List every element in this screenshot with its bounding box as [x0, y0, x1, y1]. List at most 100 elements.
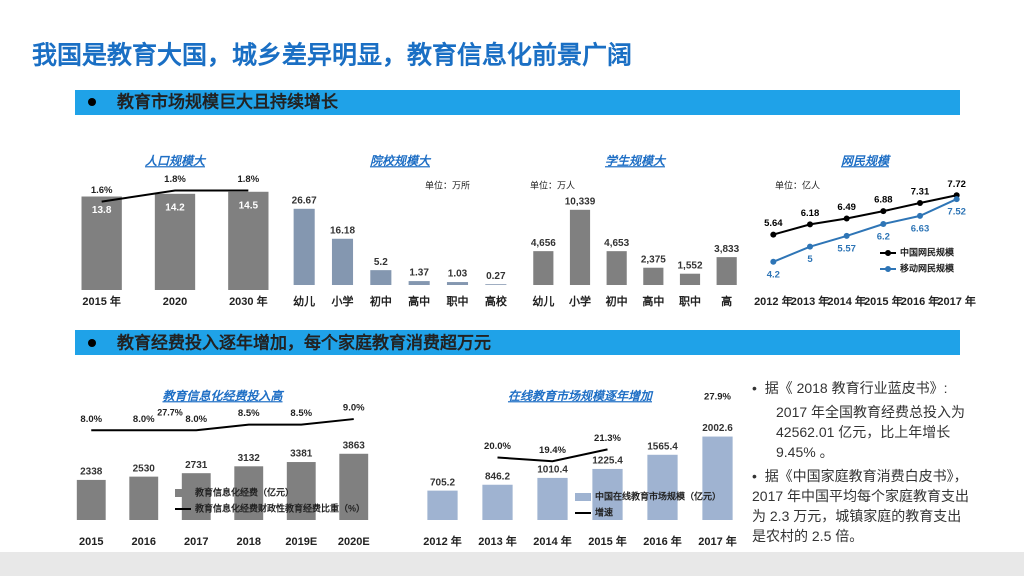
section-heading: 教育经费投入逐年增加，每个家庭教育消费超万元: [116, 332, 491, 352]
footer-band: [0, 552, 1024, 576]
value-label: 8.0%: [185, 414, 207, 425]
value-label: 14.2: [165, 202, 185, 213]
x-tick-label: 初中: [606, 294, 628, 308]
bullet-dot: [88, 339, 96, 347]
bar: [606, 251, 627, 285]
bar: [537, 477, 568, 520]
annotation: 27.7%: [157, 407, 183, 417]
x-tick-label: 初中: [370, 294, 392, 308]
x-tick-label: 2030 年: [229, 294, 268, 308]
line-point: [843, 215, 850, 222]
line-series: [101, 189, 249, 203]
line-point: [843, 232, 850, 239]
value-label: 19.4%: [539, 445, 566, 456]
value-label: 1.03: [448, 269, 468, 280]
bullet-text: 据《中国家庭教育消费白皮书》，2017 年中国平均每个家庭教育支出为 2.3 万…: [752, 468, 970, 544]
legend-label: 教育信息化经费（亿元）: [194, 486, 294, 497]
value-label: 21.3%: [594, 433, 621, 444]
line-series: [772, 198, 958, 263]
bar: [234, 466, 264, 520]
x-tick-label: 2017 年: [698, 534, 737, 548]
x-tick-label: 高: [721, 294, 732, 308]
legend-label: 中国网民规模: [900, 246, 955, 257]
x-tick-label: 2018: [237, 536, 261, 548]
bar: [331, 238, 354, 285]
x-tick-label: 小学: [331, 294, 354, 308]
legend-label: 教育信息化经费财政性教育经费比重（%）: [194, 502, 365, 513]
bar: [228, 191, 269, 290]
x-tick-label: 2014 年: [827, 294, 866, 308]
x-tick-label: 职中: [447, 294, 469, 308]
x-tick-label: 2016: [132, 536, 156, 548]
x-tick-label: 2017: [184, 536, 208, 548]
x-tick-label: 2016 年: [643, 534, 682, 548]
line-point: [807, 243, 813, 250]
chart-title: 网民规模: [841, 154, 891, 168]
value-label: 16.18: [330, 225, 355, 236]
value-label: 846.2: [485, 471, 510, 482]
bar: [286, 462, 316, 520]
legend-swatch: [885, 250, 891, 256]
x-tick-label: 2015 年: [588, 534, 627, 548]
x-tick-label: 2013 年: [791, 294, 830, 308]
value-label: 5.2: [374, 257, 388, 268]
line-point: [770, 231, 777, 238]
bar: [716, 257, 737, 285]
legend-swatch: [885, 266, 891, 272]
section-heading: 教育市场规模巨大且持续增长: [116, 91, 339, 111]
x-tick-label: 2012 年: [754, 294, 793, 308]
bar: [533, 251, 554, 285]
value-label: 5.64: [764, 218, 783, 229]
value-label: 2731: [185, 460, 208, 471]
x-tick-label: 2019E: [285, 536, 317, 548]
x-tick-label: 幼儿: [293, 294, 315, 308]
x-tick-label: 2016 年: [901, 294, 940, 308]
x-tick-label: 2012 年: [423, 534, 462, 548]
unit-label: 单位：万人: [530, 179, 575, 190]
bar: [643, 267, 664, 285]
slide-title: 我国是教育大国，城乡差异明显，教育信息化前景广阔: [32, 41, 632, 70]
value-label: 6.63: [911, 223, 930, 234]
line-series: [91, 418, 354, 432]
value-label: 7.72: [947, 179, 966, 190]
value-label: 9.0%: [343, 403, 365, 414]
line-point: [880, 221, 887, 227]
x-tick-label: 幼儿: [532, 294, 554, 308]
bar: [408, 281, 430, 285]
value-label: 3863: [343, 440, 366, 451]
unit-label: 单位：万所: [425, 179, 470, 190]
line-point: [917, 200, 923, 207]
section-bar: [75, 90, 960, 115]
bar: [339, 453, 369, 520]
bar: [485, 284, 507, 285]
chart-title: 人口规模大: [145, 154, 207, 168]
x-tick-label: 高校: [485, 294, 508, 308]
value-label: 13.8: [92, 205, 112, 216]
bullet: • 据《 2018 教育行业蓝皮书》:: [752, 380, 948, 396]
value-label: 6.49: [837, 202, 856, 213]
value-label: 3381: [290, 449, 313, 460]
bullet-dot: [88, 98, 96, 106]
chart-title: 院校规模大: [370, 154, 432, 168]
x-tick-label: 2013 年: [478, 534, 517, 548]
line-series: [497, 448, 608, 463]
value-label: 2,375: [641, 254, 666, 265]
bar: [679, 273, 701, 285]
bar: [129, 476, 159, 520]
bar: [427, 490, 458, 520]
bar: [76, 479, 106, 520]
value-label: 2338: [80, 467, 103, 478]
bar: [569, 209, 591, 285]
value-label: 1010.4: [537, 465, 568, 476]
line-point: [807, 221, 813, 228]
value-label: 7.31: [911, 187, 930, 198]
value-label: 1.8%: [238, 174, 260, 185]
legend-label: 移动网民规模: [900, 262, 955, 273]
value-label: 1,552: [677, 260, 702, 271]
bar: [81, 196, 122, 290]
value-label: 27.9%: [704, 392, 731, 403]
bar: [370, 270, 392, 285]
bar: [702, 436, 733, 520]
value-label: 4.2: [767, 269, 780, 280]
